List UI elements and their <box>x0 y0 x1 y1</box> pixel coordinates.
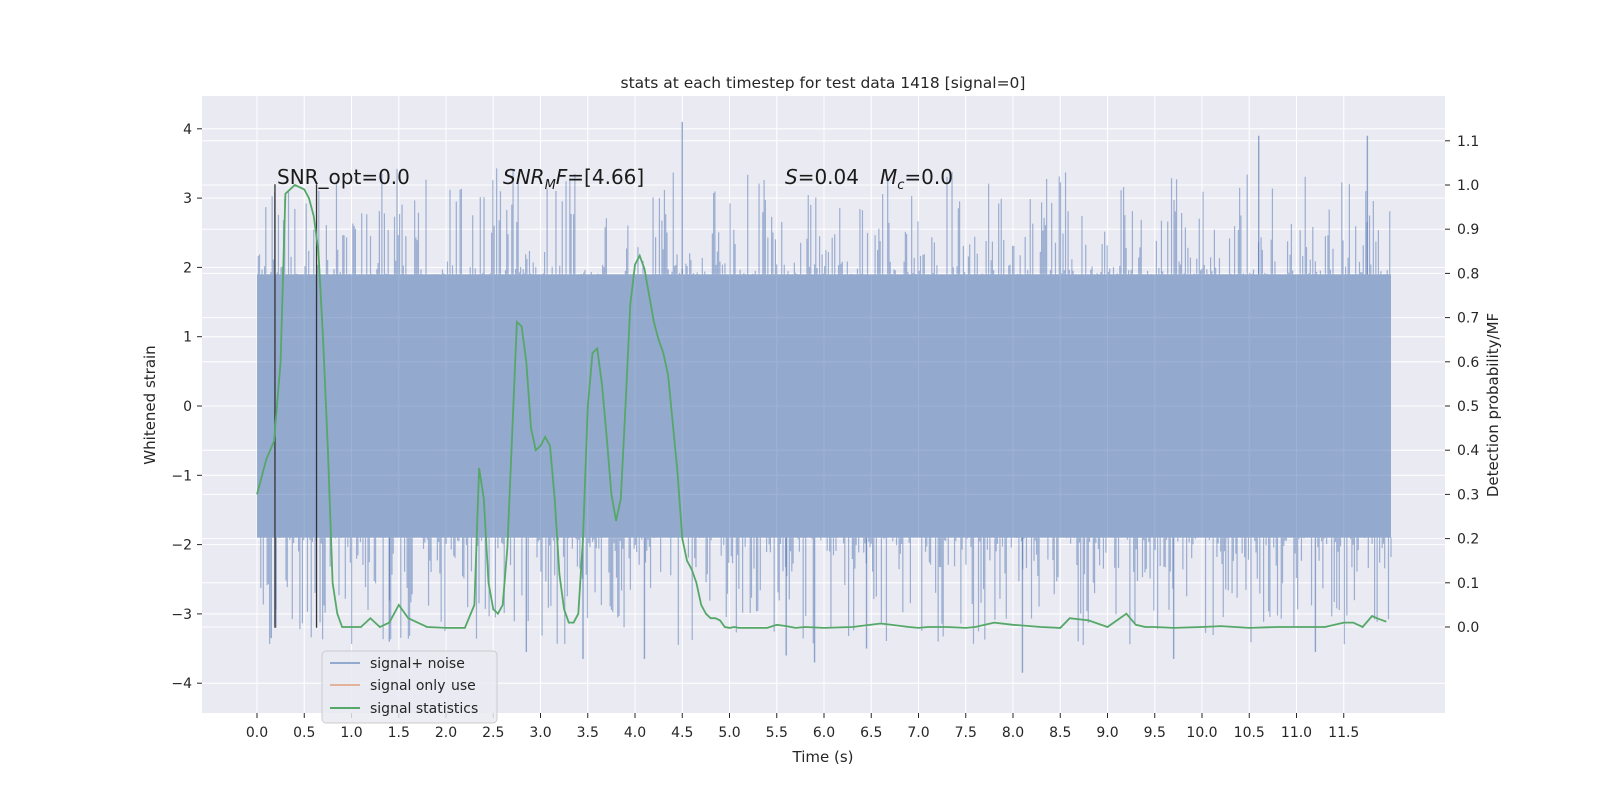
y-right-tick-label: 0.4 <box>1457 443 1479 459</box>
x-tick-label: 9.5 <box>1144 725 1166 741</box>
y-tick-label: −2 <box>171 538 192 554</box>
y-right-tick-label: 0.1 <box>1457 576 1479 592</box>
x-tick-label: 0.5 <box>293 725 315 741</box>
annotation-snr-opt: SNR_opt=0.0 <box>277 165 410 189</box>
y-tick-label: 2 <box>183 260 192 276</box>
legend: use signal+ noise signal only signal sta… <box>321 650 498 724</box>
x-tick-label: 4.0 <box>624 725 646 741</box>
marker-lines <box>274 184 318 628</box>
y-right-tick-label: 1.1 <box>1457 134 1479 150</box>
x-tick-label: 10.5 <box>1234 725 1265 741</box>
x-tick-label: 1.0 <box>340 725 362 741</box>
y-tick-label: 0 <box>183 399 192 415</box>
legend-ghost-text: use <box>451 678 476 694</box>
annotation-s: S=0.04 <box>785 165 859 189</box>
y-axis-label: Whitened strain <box>141 345 159 464</box>
y-axis-ticks: 4 3 2 1 0 −1 −2 −3 −4 <box>171 122 202 692</box>
y-tick-label: 1 <box>183 330 192 346</box>
chart-title: stats at each timestep for test data 141… <box>621 74 1026 92</box>
statistics-series <box>256 183 1387 629</box>
x-tick-label: 5.5 <box>766 725 788 741</box>
y-right-tick-label: 0.5 <box>1457 399 1479 415</box>
x-tick-label: 10.0 <box>1186 725 1217 741</box>
x-tick-label: 2.0 <box>435 725 457 741</box>
y-tick-label: 3 <box>183 191 192 207</box>
y-right-tick-label: 0.7 <box>1457 311 1479 327</box>
annotation-snr-mf: SNRMF=[4.66] <box>503 165 644 193</box>
noise-series <box>256 121 1392 673</box>
signal-statistics-line <box>256 183 1387 629</box>
x-tick-label: 7.0 <box>907 725 929 741</box>
x-tick-label: 8.5 <box>1049 725 1071 741</box>
legend-label-signal-only: signal only <box>370 678 445 694</box>
x-tick-label: 3.0 <box>529 725 551 741</box>
x-axis-ticks: 0.0 0.5 1.0 1.5 2.0 2.5 3.0 3.5 4.0 4.5 5.0 5.5 6.0 6… <box>246 713 1359 741</box>
x-axis-label: Time (s) <box>792 748 854 766</box>
y-right-axis-ticks: 1.1 1.0 0.9 0.8 0.7 0.6 0.5 0.4 0.3 0.2 0.1 0.0 <box>1445 134 1479 636</box>
x-tick-label: 6.0 <box>813 725 835 741</box>
annotation-mc: Mc=0.0 <box>880 165 953 193</box>
y-tick-label: −3 <box>171 607 192 623</box>
x-tick-label: 4.5 <box>671 725 693 741</box>
x-tick-label: 2.5 <box>482 725 504 741</box>
y-tick-label: 4 <box>183 122 192 138</box>
x-tick-label: 0.0 <box>246 725 268 741</box>
x-tick-label: 8.0 <box>1002 725 1024 741</box>
x-tick-label: 9.0 <box>1096 725 1118 741</box>
y-right-tick-label: 0.6 <box>1457 355 1479 371</box>
legend-box <box>321 650 498 724</box>
y-tick-label: −4 <box>171 676 192 692</box>
legend-label-signal-noise: signal+ noise <box>370 656 465 672</box>
x-tick-label: 11.0 <box>1281 725 1312 741</box>
x-tick-label: 7.5 <box>955 725 977 741</box>
y-right-axis-label: Detection probability/MF <box>1484 313 1502 497</box>
x-tick-label: 1.5 <box>388 725 410 741</box>
legend-label-signal-statistics: signal statistics <box>370 701 478 717</box>
y-right-tick-label: 0.3 <box>1457 487 1479 503</box>
y-right-tick-label: 0.9 <box>1457 222 1479 238</box>
y-tick-label: −1 <box>171 468 192 484</box>
y-right-tick-label: 0.2 <box>1457 532 1479 548</box>
x-tick-label: 5.0 <box>718 725 740 741</box>
y-right-tick-label: 0.0 <box>1457 620 1479 636</box>
y-right-tick-label: 0.8 <box>1457 266 1479 282</box>
noise-core-band <box>257 274 1391 538</box>
x-tick-label: 11.5 <box>1328 725 1359 741</box>
x-tick-label: 6.5 <box>860 725 882 741</box>
x-tick-label: 3.5 <box>577 725 599 741</box>
y-right-tick-label: 1.0 <box>1457 178 1479 194</box>
